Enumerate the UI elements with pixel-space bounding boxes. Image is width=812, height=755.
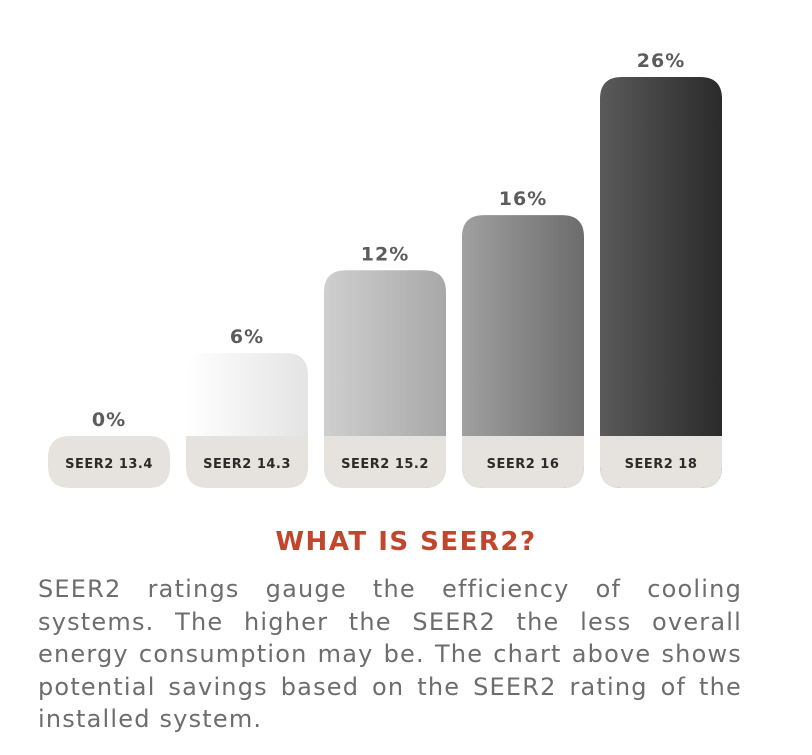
bar (324, 270, 446, 488)
category-label-bg (324, 436, 446, 488)
category-label: SEER2 15.2 (341, 457, 429, 472)
bar-group: SEER2 13.4 0% (48, 409, 170, 488)
bar-group: SEER2 14.3 6% (186, 326, 308, 488)
bar-group: SEER2 16 16% (462, 188, 584, 489)
bar (462, 215, 584, 489)
value-label: 16% (499, 188, 547, 210)
category-label-bg (600, 436, 722, 488)
value-label: 26% (637, 50, 685, 72)
category-label: SEER2 13.4 (65, 457, 153, 472)
category-label: SEER2 18 (625, 457, 698, 472)
value-label: 0% (92, 409, 126, 431)
category-label: SEER2 16 (487, 457, 560, 472)
description-text: SEER2 ratings gauge the efficiency of co… (38, 575, 742, 733)
category-label-bg (186, 436, 308, 488)
category-label-bg (48, 436, 170, 488)
savings-bar-chart: SEER2 13.40%SEER2 14.36%SEER2 15.212%SEE… (48, 50, 722, 489)
value-label: 6% (230, 326, 264, 348)
bar (600, 77, 722, 488)
section-heading: WHAT IS SEER2? (275, 527, 537, 557)
category-label: SEER2 14.3 (203, 457, 291, 472)
bar-group: SEER2 18 26% (600, 50, 722, 488)
category-label-bg (462, 436, 584, 488)
bar-group: SEER2 15.2 12% (324, 243, 446, 488)
bars-layer: SEER2 13.40%SEER2 14.36%SEER2 15.212%SEE… (48, 50, 722, 489)
value-label: 12% (361, 243, 409, 265)
